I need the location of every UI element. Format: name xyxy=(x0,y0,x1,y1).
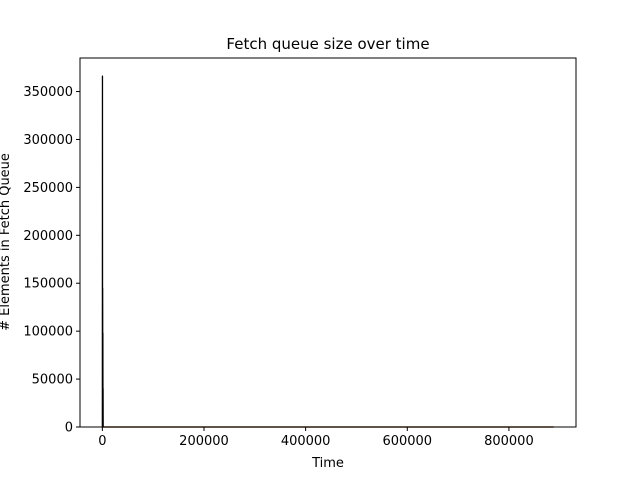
y-tick-label: 300000 xyxy=(23,133,73,148)
y-tick-label: 0 xyxy=(65,421,73,436)
chart-title: Fetch queue size over time xyxy=(226,35,429,53)
plot-area: 0 200000 400000 600000 800000 0 50000 100000 150… xyxy=(23,57,577,449)
x-tick-label: 200000 xyxy=(179,434,229,449)
plot-frame xyxy=(79,57,577,428)
x-tick-label: 600000 xyxy=(382,434,432,449)
y-tick-label: 350000 xyxy=(23,85,73,100)
x-tick-label: 0 xyxy=(98,434,106,449)
x-axis-label: Time xyxy=(311,456,344,471)
x-tick-label: 400000 xyxy=(281,434,331,449)
y-tick-label: 250000 xyxy=(23,181,73,196)
y-tick-label: 200000 xyxy=(23,229,73,244)
x-tick-label: 800000 xyxy=(484,434,534,449)
y-tick-label: 100000 xyxy=(23,325,73,340)
series-line-0 xyxy=(101,75,554,428)
y-axis-label: # Elements in Fetch Queue xyxy=(0,153,13,331)
y-tick-label: 50000 xyxy=(32,373,73,388)
y-tick-label: 150000 xyxy=(23,277,73,292)
